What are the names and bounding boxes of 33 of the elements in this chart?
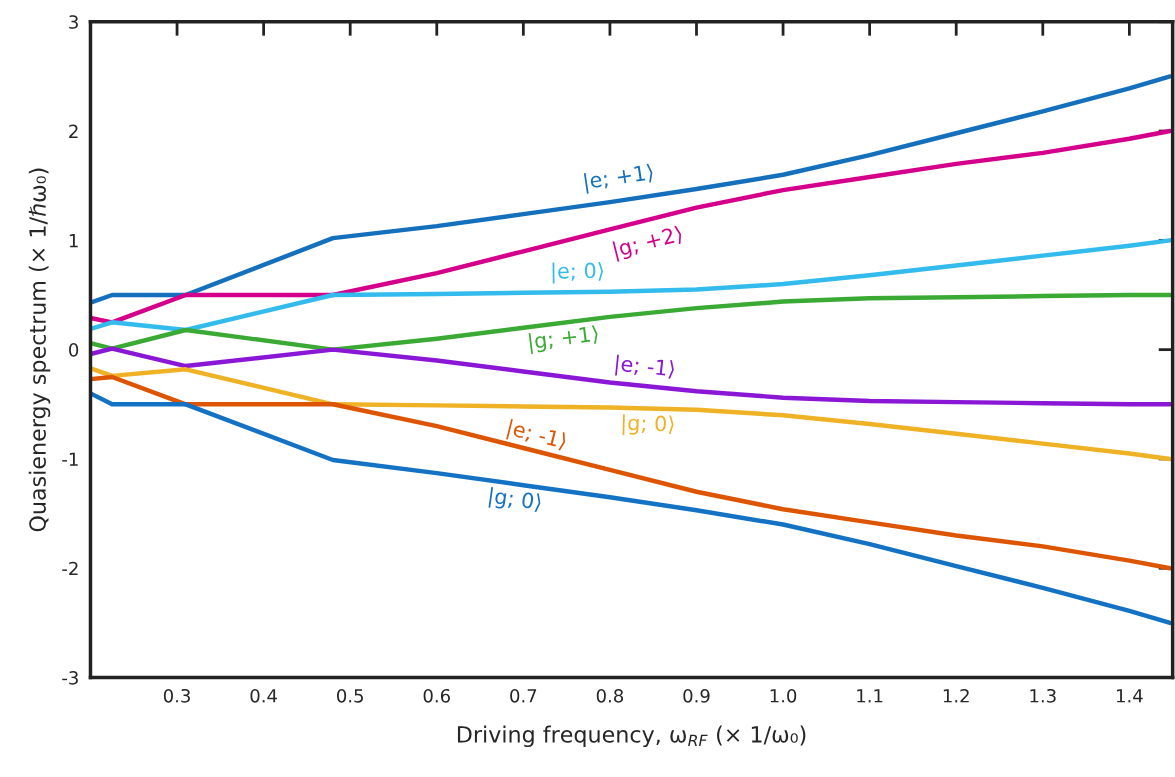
- text: |g; 0⟩: [488, 486, 542, 515]
- line-series: [90, 391, 1173, 626]
- x-tick-label: 0.4: [250, 688, 277, 703]
- text: |g; +1⟩: [528, 324, 599, 354]
- x-tick-label: 1.3: [1030, 688, 1056, 703]
- y-tick-label: -1: [62, 452, 78, 466]
- line-series: [90, 128, 1173, 325]
- line-series: [90, 74, 1173, 305]
- x-tick-label: 0.8: [596, 688, 624, 703]
- y-tick-label: 2: [69, 124, 78, 138]
- x-tick-label: 0.3: [163, 688, 190, 703]
- y-tick-label: 0: [69, 343, 79, 357]
- y-axis-title: Quasienergy spectrum (× 1/ℏω₀): [28, 168, 51, 532]
- y-tick-label: -2: [62, 561, 78, 576]
- text: |g; +2⟩: [612, 224, 684, 262]
- x-tick-label: 1.0: [770, 688, 797, 703]
- text: |e; +1⟩: [583, 163, 655, 194]
- x-tick-label: 0.6: [423, 688, 450, 703]
- y-tick-label: 1: [69, 234, 78, 248]
- text: |e; -1⟩: [506, 418, 568, 454]
- x-tick-label: 1.1: [857, 689, 883, 703]
- line-series: [90, 292, 1173, 352]
- x-tick-label: 1.4: [1116, 689, 1143, 703]
- series-label: |g; 0⟩: [622, 414, 674, 437]
- text: |e; -1⟩: [615, 354, 675, 382]
- x-tick-label: 0.9: [683, 688, 710, 703]
- x-tick-label: 1.2: [943, 688, 969, 703]
- series-label: |e; 0⟩: [552, 261, 604, 284]
- y-tick-label: 3: [69, 15, 78, 29]
- y-tick-label: -3: [62, 671, 78, 685]
- x-tick-label: 0.7: [510, 688, 537, 703]
- x-axis-title: Driving frequency, ω$_{RF}$ (× 1/ω₀): [457, 725, 806, 748]
- x-tick-label: 0.5: [337, 688, 363, 703]
